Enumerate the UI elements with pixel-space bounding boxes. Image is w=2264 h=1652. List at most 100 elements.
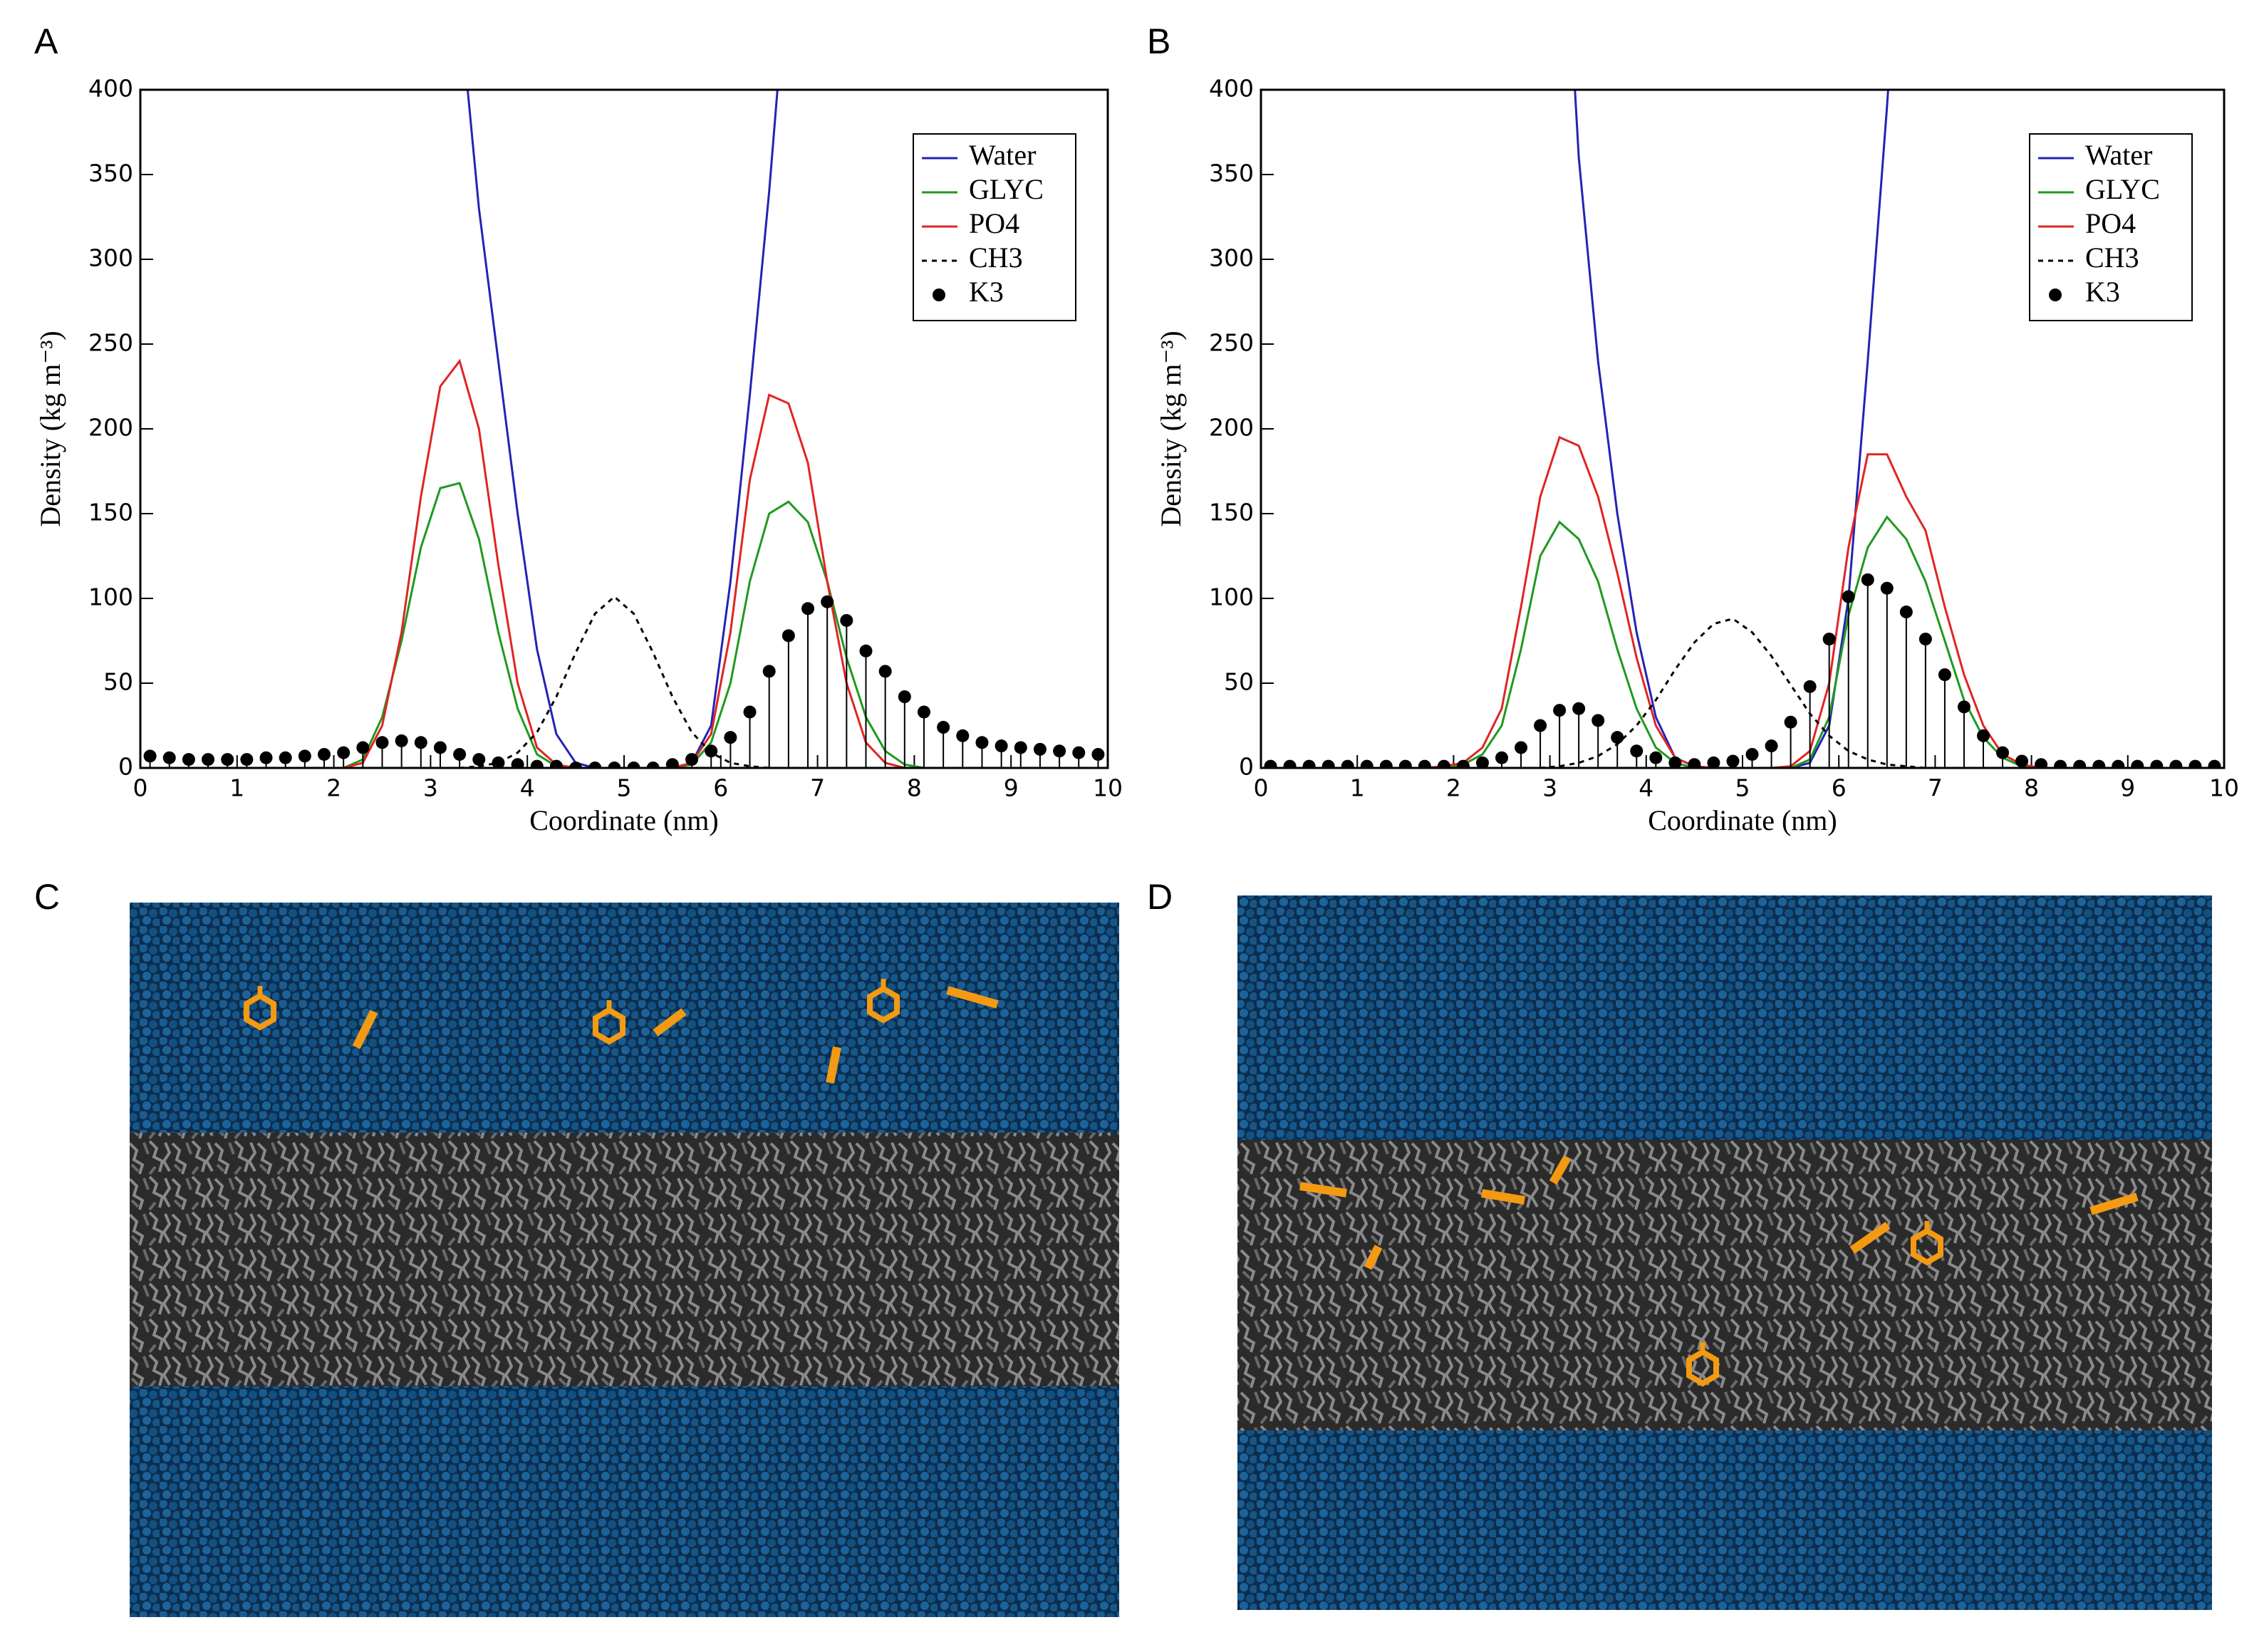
x-tick-label: 0 <box>1254 774 1269 802</box>
k3-point <box>2188 759 2202 768</box>
k3-point <box>1842 590 1855 603</box>
x-tick-label: 8 <box>907 774 922 802</box>
k3-point <box>1822 633 1836 646</box>
y-axis-label: Density (kg m⁻³) <box>1155 331 1187 526</box>
k3-point <box>2112 759 2125 768</box>
line-ch3 <box>1270 617 2215 768</box>
k3-point <box>221 753 234 767</box>
k3-point <box>1091 747 1105 761</box>
legend-label: GLYC <box>2085 173 2160 205</box>
k3-point <box>1437 759 1450 768</box>
k3-point <box>2092 759 2106 768</box>
k3-point <box>821 595 834 608</box>
k3-point <box>1688 758 1701 768</box>
y-tick-label: 150 <box>1209 499 1254 526</box>
k3-point <box>182 753 195 767</box>
k3-point <box>2208 759 2221 768</box>
k3-point <box>298 749 311 763</box>
molecule <box>826 1046 841 1084</box>
k3-point <box>395 734 408 747</box>
k3-point <box>337 746 350 759</box>
k3-point <box>1264 759 1277 768</box>
y-tick-label: 300 <box>1209 244 1254 272</box>
legend-label: PO4 <box>2085 207 2136 239</box>
x-tick-label: 5 <box>617 774 632 802</box>
k3-point <box>685 753 699 767</box>
legend-label: K3 <box>969 276 1004 308</box>
image-c <box>130 903 1119 1617</box>
panel-label: D <box>1147 877 1173 917</box>
x-axis-label: Coordinate (nm) <box>1648 804 1837 836</box>
y-tick-label: 200 <box>1209 414 1254 442</box>
molecule <box>1299 1182 1347 1198</box>
y-tick-label: 0 <box>118 753 133 781</box>
k3-point <box>2073 759 2087 768</box>
k3-point <box>1996 746 2010 759</box>
line-ch3 <box>150 595 1099 768</box>
k3-point <box>1861 573 1874 586</box>
k3-point <box>259 751 273 764</box>
k3-point <box>665 758 679 768</box>
k3-point <box>1957 700 1970 714</box>
water-layer <box>1237 895 2212 1141</box>
x-tick-label: 2 <box>1446 774 1461 802</box>
k3-point <box>2035 758 2048 768</box>
y-axis-label: Density (kg m⁻³) <box>34 331 66 526</box>
k3-point <box>492 756 505 768</box>
molecule <box>653 1008 687 1037</box>
k3-point <box>1765 739 1778 753</box>
k3-point <box>1072 746 1086 759</box>
k3-point <box>530 759 544 768</box>
k3-point <box>569 762 583 768</box>
k3-point <box>433 741 447 754</box>
y-tick-label: 250 <box>88 329 133 357</box>
y-tick-label: 250 <box>1209 329 1254 357</box>
legend-label: K3 <box>2085 276 2120 308</box>
image-d <box>1237 895 2212 1610</box>
y-tick-label: 100 <box>88 583 133 611</box>
x-tick-label: 8 <box>2024 774 2039 802</box>
k3-point <box>608 762 621 768</box>
y-tick-label: 100 <box>1209 583 1254 611</box>
k3-point <box>1649 751 1663 764</box>
k3-point <box>1572 702 1586 715</box>
legend-label: CH3 <box>2085 241 2139 274</box>
x-tick-label: 4 <box>1639 774 1653 802</box>
k3-point <box>356 741 370 754</box>
k3-point <box>1630 744 1644 758</box>
x-tick-label: 6 <box>713 774 728 802</box>
water-layer <box>130 1386 1119 1617</box>
k3-point <box>1418 759 1431 768</box>
k3-point <box>2131 759 2144 768</box>
k3-point <box>1707 756 1720 768</box>
x-tick-label: 6 <box>1832 774 1847 802</box>
k3-point <box>995 739 1008 753</box>
k3-point <box>1938 668 1951 682</box>
legend-label: PO4 <box>969 207 1019 239</box>
y-tick-label: 200 <box>88 414 133 442</box>
k3-point <box>162 751 176 764</box>
legend-label: GLYC <box>969 173 1044 205</box>
k3-point <box>724 731 737 744</box>
k3-point <box>878 665 892 678</box>
k3-point <box>2054 759 2067 768</box>
panel-label: A <box>34 21 58 61</box>
k3-point <box>1803 680 1817 693</box>
k3-point <box>762 665 776 678</box>
k3-point <box>1899 606 1913 619</box>
k3-point <box>937 720 950 734</box>
legend-label: Water <box>2085 139 2153 171</box>
k3-point <box>1283 759 1297 768</box>
k3-point <box>801 602 815 615</box>
x-tick-label: 5 <box>1735 774 1750 802</box>
lipid-layer <box>130 1133 1119 1386</box>
x-tick-label: 2 <box>326 774 341 802</box>
k3-point <box>240 753 254 767</box>
molecule <box>352 1009 378 1049</box>
y-tick-label: 50 <box>103 668 133 696</box>
k3-point <box>1515 741 1528 754</box>
plot-frame <box>1260 88 2226 769</box>
k3-point <box>743 705 757 719</box>
k3-point <box>705 744 718 758</box>
y-tick-label: 0 <box>1239 753 1254 781</box>
